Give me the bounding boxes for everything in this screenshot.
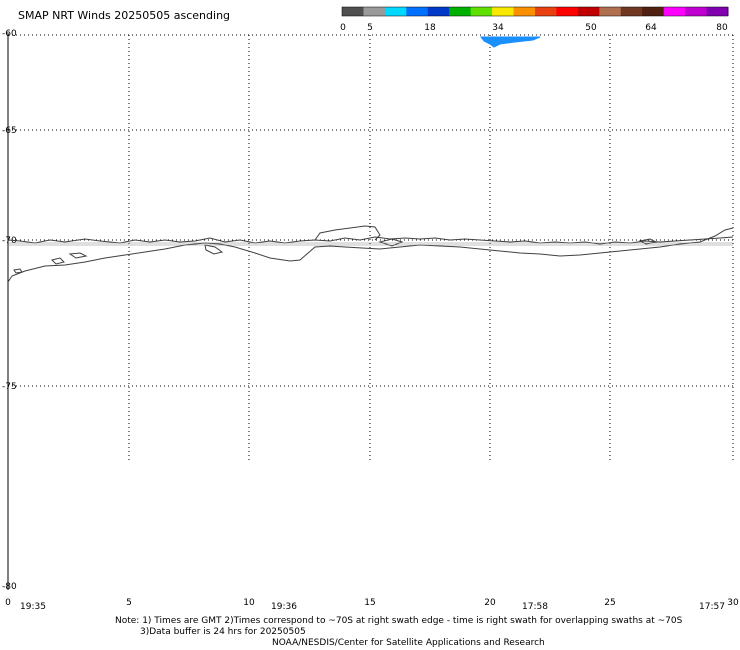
colorbar-segment xyxy=(406,7,429,16)
longitude-label: 15 xyxy=(364,598,375,608)
coastline xyxy=(7,225,734,283)
longitude-label: 30 xyxy=(727,598,739,608)
latitude-label: -60 xyxy=(2,29,17,39)
colorbar-segment xyxy=(706,7,729,16)
colorbar-segment xyxy=(513,7,536,16)
colorbar-segment xyxy=(384,7,407,16)
colorbar-tick-label: 0 xyxy=(340,23,346,33)
colorbar-segment xyxy=(556,7,579,16)
colorbar-tick-label: 64 xyxy=(645,23,657,33)
colorbar-segment xyxy=(642,7,665,16)
longitude-label: 20 xyxy=(484,598,496,608)
note-line-2: 3)Data buffer is 24 hrs for 20250505 xyxy=(140,627,306,637)
swath-time-label: 19:35 xyxy=(20,602,46,612)
credit-line: NOAA/NESDIS/Center for Satellite Applica… xyxy=(272,638,545,648)
note-line-1: Note: 1) Times are GMT 2)Times correspon… xyxy=(115,616,683,626)
longitude-label: 25 xyxy=(604,598,615,608)
colorbar-segment xyxy=(342,7,364,16)
swath-time-label: 17:57 xyxy=(699,602,725,612)
longitude-labels: 0 5 10 15 20 25 30 xyxy=(5,598,739,608)
colorbar-tick-label: 80 xyxy=(716,23,728,33)
longitude-label: 5 xyxy=(126,598,132,608)
colorbar-segment xyxy=(470,7,493,16)
colorbar-segment xyxy=(449,7,472,16)
colorbar-segment xyxy=(363,7,386,16)
gridlines xyxy=(8,34,734,463)
latitude-label: -65 xyxy=(2,126,17,136)
colorbar-tick-labels: 0 5 18 34 50 64 80 xyxy=(340,23,728,33)
latitude-labels: -60 -65 -70 -75 -80 xyxy=(2,29,17,592)
swath-time-label: 19:36 xyxy=(271,602,297,612)
colorbar-segment xyxy=(620,7,643,16)
wind-speed-colorbar xyxy=(341,6,729,17)
time-labels: 19:35 19:36 17:58 17:57 xyxy=(20,602,725,612)
colorbar-segment xyxy=(427,7,450,16)
colorbar-tick-label: 5 xyxy=(367,23,373,33)
colorbar-tick-label: 34 xyxy=(492,23,504,33)
latitude-label: -80 xyxy=(2,582,17,592)
colorbar-segment xyxy=(577,7,600,16)
latitude-label: -70 xyxy=(2,236,17,246)
latitude-label: -75 xyxy=(2,382,17,392)
colorbar-tick-label: 50 xyxy=(585,23,597,33)
swath-time-label: 17:58 xyxy=(522,602,548,612)
colorbar-segment xyxy=(535,7,557,16)
longitude-label: 10 xyxy=(243,598,255,608)
longitude-label: 0 xyxy=(5,598,11,608)
colorbar-segment xyxy=(663,7,686,16)
ice-shelf-hatching xyxy=(8,242,733,246)
colorbar-segment xyxy=(685,7,708,16)
wind-swath-patch xyxy=(480,36,541,48)
map-title: SMAP NRT Winds 20250505 ascending xyxy=(18,9,231,22)
colorbar-segment xyxy=(599,7,622,16)
colorbar-segment xyxy=(492,7,515,16)
colorbar-tick-label: 18 xyxy=(424,23,436,33)
